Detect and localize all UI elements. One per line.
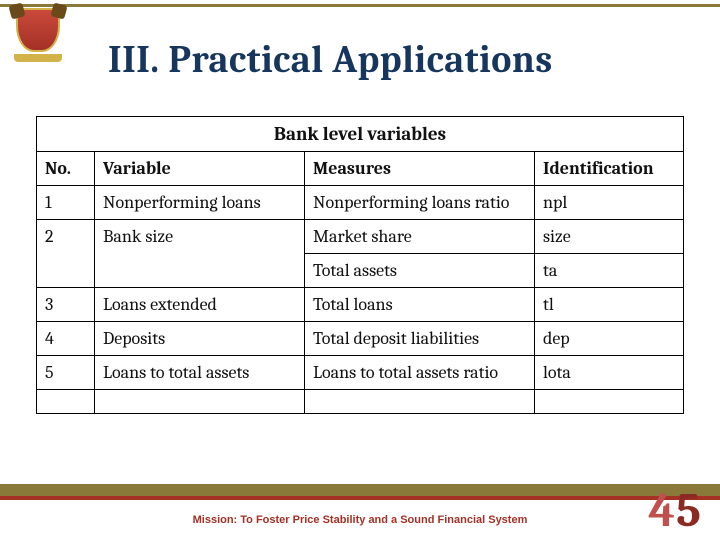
- cell-id: npl: [535, 186, 684, 220]
- cell-no: 5: [37, 356, 95, 390]
- page-number: 45: [648, 483, 702, 538]
- table-row-empty: [37, 390, 684, 414]
- ribbon-icon: [14, 54, 62, 62]
- table-row: 3 Loans extended Total loans tl: [37, 288, 684, 322]
- footer-band: [0, 484, 720, 496]
- cell-empty: [305, 390, 535, 414]
- table-row: 1 Nonperforming loans Nonperforming loan…: [37, 186, 684, 220]
- cell-no: 1: [37, 186, 95, 220]
- cell-empty: [37, 390, 95, 414]
- cell-id: lota: [535, 356, 684, 390]
- cell-id: tl: [535, 288, 684, 322]
- cell-id: size: [535, 220, 684, 254]
- cell-no: 2: [37, 220, 95, 288]
- col-mea: Measures: [305, 152, 535, 186]
- cell-mea: Total loans: [305, 288, 535, 322]
- table-container: Bank level variables No. Variable Measur…: [36, 116, 684, 414]
- col-var: Variable: [95, 152, 305, 186]
- cell-var: Deposits: [95, 322, 305, 356]
- table-caption: Bank level variables: [36, 116, 684, 151]
- variables-table: Bank level variables No. Variable Measur…: [36, 116, 684, 414]
- mission-text: Mission: To Foster Price Stability and a…: [0, 514, 720, 526]
- cell-var: Loans extended: [95, 288, 305, 322]
- table-row: 2 Bank size Market share size: [37, 220, 684, 254]
- col-no: No.: [37, 152, 95, 186]
- table-row: 4 Deposits Total deposit liabilities dep: [37, 322, 684, 356]
- cell-var: Loans to total assets: [95, 356, 305, 390]
- cell-no: 4: [37, 322, 95, 356]
- page-title: III. Practical Applications: [108, 38, 700, 82]
- page-number-digit: 5: [676, 483, 702, 538]
- cell-mea: Loans to total assets ratio: [305, 356, 535, 390]
- page-number-digit: 4: [648, 483, 676, 538]
- table-header-row: No. Variable Measures Identification: [37, 152, 684, 186]
- cell-var: Nonperforming loans: [95, 186, 305, 220]
- shield-icon: [16, 8, 60, 52]
- cell-mea: Market share: [305, 220, 535, 254]
- cell-mea: Total assets: [305, 254, 535, 288]
- slide: III. Practical Applications Bank level v…: [0, 0, 720, 540]
- cell-empty: [535, 390, 684, 414]
- cell-id: dep: [535, 322, 684, 356]
- table-row: 5 Loans to total assets Loans to total a…: [37, 356, 684, 390]
- cell-no: 3: [37, 288, 95, 322]
- cell-id: ta: [535, 254, 684, 288]
- cell-mea: Nonperforming loans ratio: [305, 186, 535, 220]
- top-rule: [0, 4, 720, 7]
- col-id: Identification: [535, 152, 684, 186]
- cell-var: Bank size: [95, 220, 305, 288]
- cell-mea: Total deposit liabilities: [305, 322, 535, 356]
- logo-crest: [10, 8, 66, 70]
- cell-empty: [95, 390, 305, 414]
